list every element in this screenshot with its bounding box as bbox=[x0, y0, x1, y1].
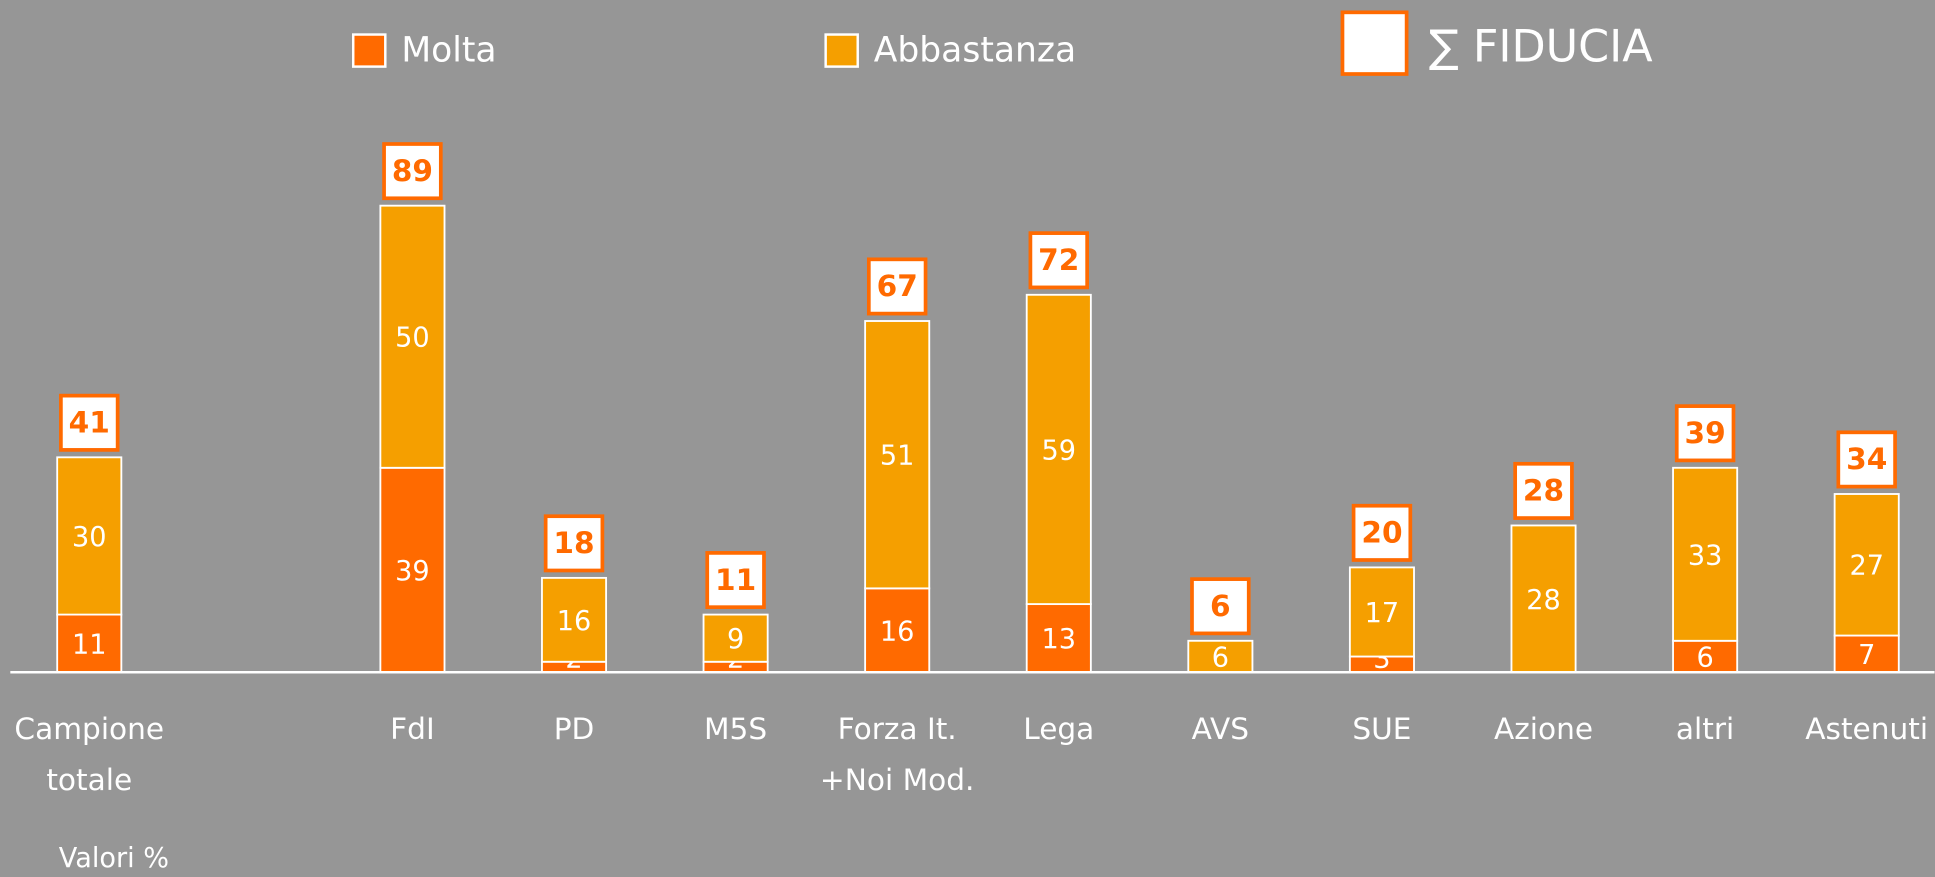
bar-segment bbox=[702, 613, 769, 663]
bar-segment bbox=[1672, 466, 1739, 642]
bar-segment bbox=[1510, 524, 1577, 674]
value-label: 28 bbox=[1526, 585, 1561, 616]
x-tick-line: Forza It. bbox=[838, 712, 957, 746]
x-tick-line: PD bbox=[554, 712, 595, 746]
x-tick-line: totale bbox=[46, 762, 132, 796]
legend-swatch bbox=[1340, 10, 1409, 76]
value-label: 16 bbox=[880, 616, 915, 647]
x-tick-label: AVS bbox=[1192, 712, 1249, 746]
x-tick-label: M5S bbox=[704, 712, 767, 746]
legend-label: Molta bbox=[401, 30, 496, 70]
x-tick-label: Campione totale bbox=[14, 712, 164, 797]
x-tick-line: M5S bbox=[704, 712, 767, 746]
value-label: 7 bbox=[1858, 640, 1875, 671]
x-tick-label: Forza It. +Noi Mod. bbox=[820, 712, 975, 797]
bar-segment bbox=[1348, 566, 1415, 658]
value-label: 50 bbox=[395, 323, 430, 354]
x-tick-label: Astenuti bbox=[1805, 712, 1928, 746]
bar-segment bbox=[864, 320, 931, 590]
total-box bbox=[1836, 430, 1897, 489]
x-tick-label: SUE bbox=[1352, 712, 1411, 746]
total-label: 67 bbox=[877, 269, 918, 303]
total-box bbox=[543, 514, 605, 573]
x-tick-line: Lega bbox=[1023, 712, 1094, 746]
bar-segment bbox=[1833, 493, 1900, 637]
x-tick-line: Azione bbox=[1494, 712, 1593, 746]
value-label: 11 bbox=[72, 629, 107, 660]
total-label: 39 bbox=[1685, 416, 1726, 450]
note: Valori % bbox=[59, 843, 169, 874]
value-label: 6 bbox=[1212, 642, 1229, 673]
value-label: 39 bbox=[395, 556, 430, 587]
total-label: 34 bbox=[1846, 442, 1887, 476]
value-label: 33 bbox=[1688, 540, 1723, 571]
x-tick-line: altri bbox=[1676, 712, 1734, 746]
bar-segment bbox=[864, 587, 931, 674]
value-label: 9 bbox=[727, 624, 744, 655]
total-label: 20 bbox=[1361, 516, 1402, 550]
value-label: 6 bbox=[1696, 642, 1713, 673]
value-label: 16 bbox=[557, 606, 592, 637]
legend-swatch bbox=[824, 33, 859, 68]
total-box bbox=[705, 551, 766, 610]
value-label: 59 bbox=[1042, 435, 1077, 466]
total-box bbox=[1028, 231, 1089, 290]
total-label: 89 bbox=[392, 154, 433, 188]
bar-segment bbox=[1025, 293, 1092, 606]
legend-label: ∑ FIDUCIA bbox=[1429, 21, 1653, 72]
total-box bbox=[1674, 404, 1736, 463]
total-box bbox=[1190, 577, 1251, 636]
total-label: 18 bbox=[553, 526, 594, 560]
value-label: 30 bbox=[72, 522, 107, 553]
value-label: 17 bbox=[1365, 598, 1400, 629]
total-label: 6 bbox=[1210, 589, 1231, 623]
total-box bbox=[1513, 461, 1574, 520]
total-label: 28 bbox=[1523, 474, 1564, 508]
bar-segment bbox=[1833, 634, 1900, 674]
total-label: 72 bbox=[1038, 243, 1079, 277]
x-tick-line: Campione bbox=[14, 712, 164, 746]
x-tick-label: PD bbox=[554, 712, 595, 746]
x-tick-label: Lega bbox=[1023, 712, 1094, 746]
total-label: 11 bbox=[715, 563, 756, 597]
legend-swatch bbox=[351, 33, 387, 68]
total-box bbox=[1351, 503, 1413, 562]
bar-segment bbox=[56, 456, 123, 616]
x-tick-line: SUE bbox=[1352, 712, 1411, 746]
value-label: 13 bbox=[1042, 624, 1077, 655]
legend-label: Abbastanza bbox=[874, 30, 1076, 70]
x-tick-label: altri bbox=[1676, 712, 1734, 746]
bar-segment bbox=[541, 576, 608, 663]
total-box bbox=[59, 393, 120, 452]
x-tick-line: Astenuti bbox=[1805, 712, 1928, 746]
total-label: 41 bbox=[69, 406, 110, 440]
x-tick-line: FdI bbox=[390, 712, 435, 746]
total-box bbox=[382, 142, 443, 201]
total-box bbox=[866, 257, 928, 316]
x-tick-line: AVS bbox=[1192, 712, 1249, 746]
bar-segment bbox=[379, 204, 446, 469]
x-tick-label: FdI bbox=[390, 712, 435, 746]
value-label: 51 bbox=[880, 441, 915, 472]
x-tick-label: Azione bbox=[1494, 712, 1593, 746]
x-tick-line: +Noi Mod. bbox=[820, 762, 975, 796]
value-label: 27 bbox=[1849, 551, 1884, 582]
